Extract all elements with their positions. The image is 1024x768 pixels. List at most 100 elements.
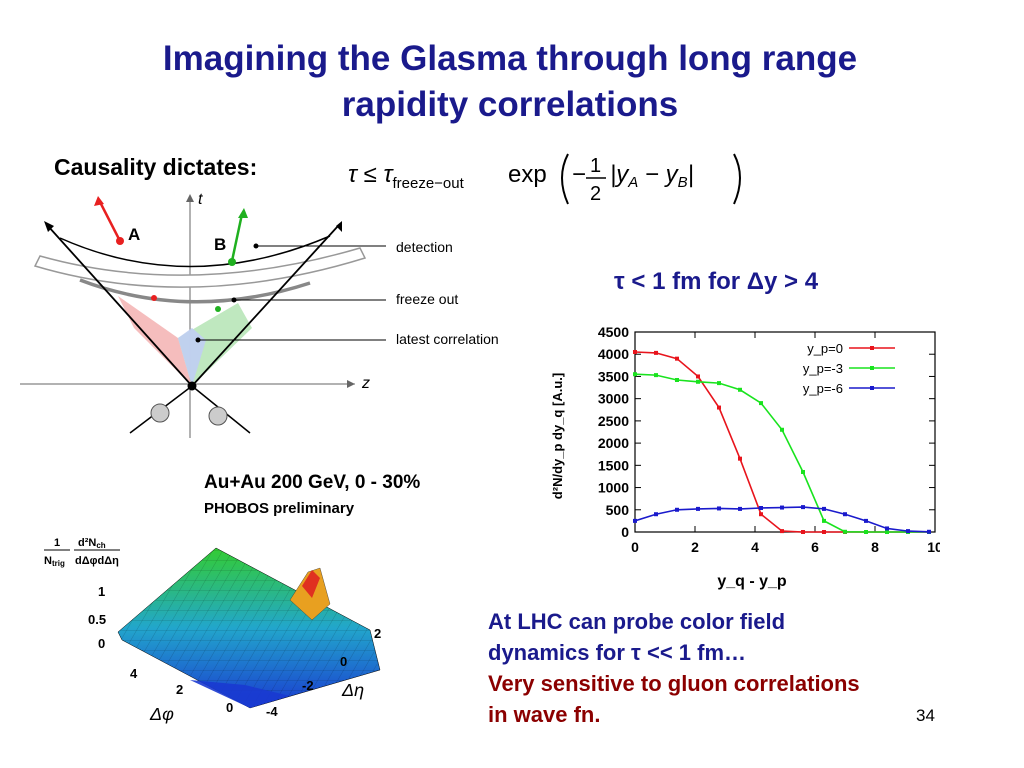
y-tick-label: 1000 — [598, 480, 629, 496]
eta-tick: -4 — [266, 704, 278, 719]
series-point — [696, 506, 700, 511]
series-point — [780, 505, 784, 510]
series-line — [634, 506, 930, 533]
tau-note: τ < 1 fm for Δy > 4 — [614, 268, 819, 295]
series-point — [717, 405, 721, 410]
phi-tick: 0 — [226, 700, 233, 715]
series-point — [864, 518, 868, 523]
svg-text:−: − — [572, 161, 586, 188]
slide-title: Imagining the Glasma through long range … — [60, 36, 960, 128]
particle-a-track — [98, 201, 122, 242]
label-a: A — [128, 225, 140, 244]
svg-text:|yA − yB|: |yA − yB| — [610, 161, 694, 191]
svg-text:d²Nch: d²Nch — [78, 537, 106, 550]
eta-ticks: 2 0 -2 -4 — [266, 626, 381, 719]
series-point — [717, 381, 721, 386]
region-a — [118, 296, 192, 386]
region-common — [178, 328, 206, 386]
formula-den: 2 — [590, 183, 601, 205]
formula-a: A — [627, 174, 638, 191]
series-point — [675, 356, 679, 361]
phi-tick: 4 — [130, 666, 138, 681]
series-point — [759, 401, 763, 406]
zaxis-den1: N — [44, 555, 52, 567]
lhc-line-2: dynamics for τ << 1 fm… — [488, 640, 747, 665]
lhc-line-1: At LHC can probe color field — [488, 609, 786, 634]
series-point — [633, 518, 637, 523]
phi-ticks: 4 2 0 — [130, 666, 233, 715]
chart-series — [633, 350, 931, 534]
series-point — [864, 530, 868, 534]
series-line — [634, 351, 929, 533]
x-axis-label: y_q - y_p — [717, 573, 787, 590]
particle-b-track — [230, 213, 244, 262]
series-point — [780, 529, 784, 534]
z-axis-label: z — [361, 375, 370, 392]
series-point — [822, 530, 826, 534]
series-point — [801, 470, 805, 474]
x-tick-label: 6 — [811, 539, 819, 555]
eta-tick: 2 — [374, 626, 381, 641]
formula-sub: freeze−out — [392, 175, 464, 192]
series-point — [654, 512, 658, 517]
plot3d-label-2: PHOBOS preliminary — [204, 500, 355, 517]
series-point — [843, 529, 847, 534]
causality-formula: τ ≤ τfreeze−out exp − 1 2 |yA − yB| — [348, 153, 741, 205]
legend-marker — [870, 366, 874, 370]
causality-label: Causality dictates: — [54, 154, 258, 180]
chart-legend: y_p=0 y_p=-3 y_p=-6 — [803, 341, 895, 396]
legend-marker — [870, 386, 874, 390]
legend-marker — [870, 346, 874, 350]
title-line-2: rapidity correlations — [341, 85, 679, 124]
zaxis-den2: dΔφdΔη — [75, 555, 119, 567]
page-number: 34 — [916, 706, 935, 725]
formula-lhs: τ ≤ τ — [348, 161, 394, 188]
z-tick: 0.5 — [88, 612, 106, 627]
legend-label: y_p=-6 — [803, 381, 843, 396]
series-point — [654, 373, 658, 378]
collision-point — [187, 381, 197, 391]
detection-band — [33, 247, 367, 288]
legend-label: y_p=-3 — [803, 361, 843, 376]
eta-tick: 0 — [340, 654, 347, 669]
formula-b: B — [678, 174, 688, 191]
series-point — [633, 372, 637, 377]
legend-label: y_p=0 — [807, 341, 843, 356]
zaxis-den1-sub: trig — [52, 559, 65, 568]
t-axis-label: t — [198, 191, 203, 208]
eta-axis-label: Δη — [341, 680, 364, 700]
series-point — [696, 374, 700, 379]
phi-tick: 2 — [176, 682, 183, 697]
nucleus-left — [150, 403, 170, 423]
series-point — [906, 529, 910, 534]
plot3d-surface: 1 Ntrig d²Nch dΔφdΔη 1 0.5 0 4 2 0 2 0 -… — [44, 537, 381, 724]
series-point — [738, 387, 742, 392]
y-axis-label: d²N/dy_p dy_q [A.u.] — [550, 373, 565, 499]
series-point — [822, 506, 826, 511]
phi-axis-label: Δφ — [149, 704, 174, 724]
y-tick-label: 500 — [606, 502, 630, 518]
y-tick-label: 1500 — [598, 457, 629, 473]
z-tick: 0 — [98, 636, 105, 651]
freeze-out-curve — [79, 278, 311, 304]
lhc-line-4: in wave fn. — [488, 702, 601, 727]
series-point — [633, 350, 637, 354]
y-tick-label: 3500 — [598, 368, 629, 384]
x-tick-label: 10 — [927, 539, 940, 555]
series-point — [654, 350, 658, 355]
line-chart: 0 500 1000 1500 2000 2500 3000 3500 4000 4500 0 2 4 6… — [550, 324, 940, 590]
detection-curve — [59, 235, 331, 268]
formula-close: | — [688, 161, 694, 188]
zaxis-num2-sub: ch — [96, 541, 105, 550]
series-point — [927, 529, 931, 534]
y-tick-label: 4500 — [598, 324, 629, 340]
series-point — [843, 512, 847, 517]
nucleus-right — [208, 406, 228, 426]
lhc-note: At LHC can probe color field dynamics fo… — [488, 606, 1008, 730]
series-point — [801, 505, 805, 510]
title-line-1: Imagining the Glasma through long range — [162, 39, 858, 78]
y-tick-label: 2500 — [598, 413, 629, 429]
z-tick: 1 — [98, 584, 105, 599]
x-tick-label: 8 — [871, 539, 879, 555]
series-point — [822, 518, 826, 523]
